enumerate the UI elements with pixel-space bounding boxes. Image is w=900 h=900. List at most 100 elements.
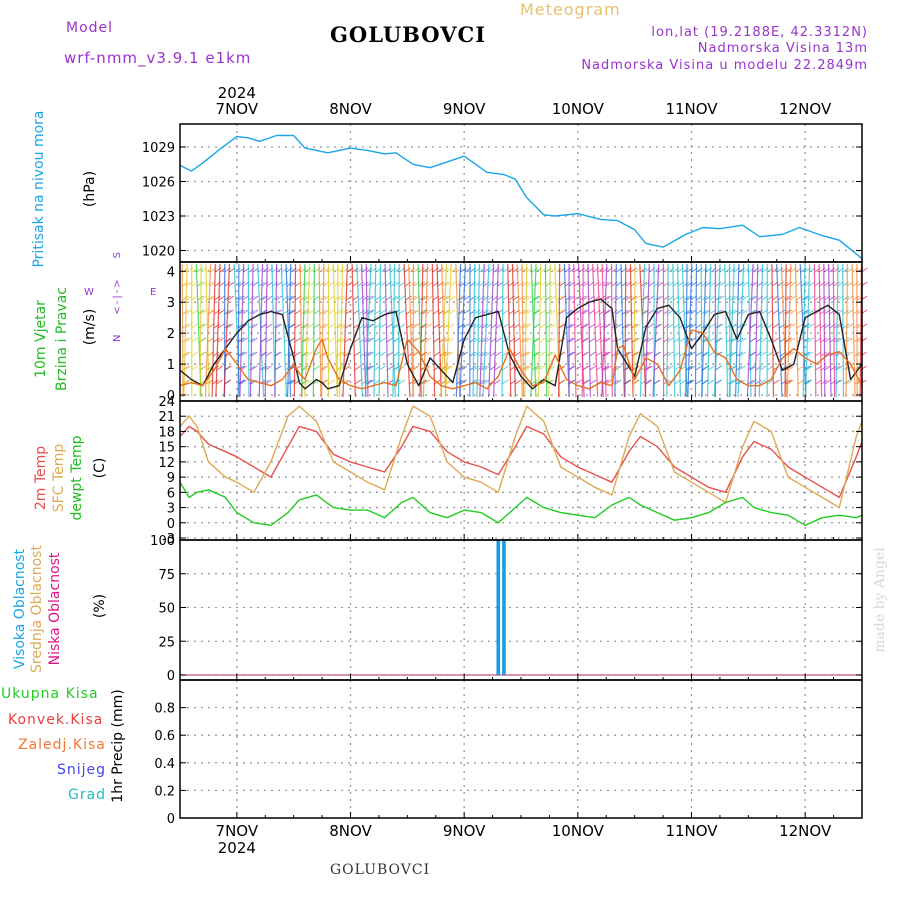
- wind-barb-flag: [805, 379, 813, 385]
- wind-barb-flag: [534, 365, 542, 371]
- panel-frame-pressure: [179, 123, 863, 263]
- wind-barb-flag: [250, 351, 258, 357]
- wind-barb-flag: [707, 379, 715, 385]
- wind-barb-flag: [751, 295, 758, 301]
- wind-barb: [249, 263, 254, 398]
- wind-barb-flag: [365, 379, 373, 385]
- wind-barb: [436, 263, 443, 398]
- wind-barb-flag: [646, 351, 653, 357]
- wind-barb: [285, 263, 292, 398]
- wind-barb-flag: [496, 309, 503, 315]
- wind-barb-flag: [274, 365, 282, 371]
- wind-barb-flag: [624, 379, 632, 385]
- wind-barb: [501, 263, 504, 398]
- wind-barb: [304, 263, 311, 398]
- wind-barb-flag: [555, 281, 563, 287]
- wind-barb-flag: [750, 323, 757, 329]
- wind-barb: [507, 263, 512, 398]
- wind-barb-flag: [808, 281, 816, 287]
- wind-barb-flag: [589, 337, 596, 343]
- wind-barb-flag: [645, 379, 653, 385]
- wind-barb-flag: [836, 351, 843, 357]
- wind-barb: [652, 263, 660, 398]
- wind-barb: [403, 263, 411, 398]
- wind-barb-flag: [394, 379, 401, 385]
- wind-barb: [724, 263, 729, 398]
- wind-barb-flag: [645, 365, 653, 371]
- wind-barb-flag: [367, 365, 374, 371]
- wind-barb-flag: [366, 309, 374, 315]
- wind-barb-flag: [333, 281, 341, 287]
- wind-barb-flag: [655, 337, 662, 343]
- wind-barb: [676, 263, 682, 398]
- wind-barb-flag: [820, 337, 827, 343]
- wind-barb-flag: [621, 281, 628, 287]
- wind-barb-flag: [354, 379, 362, 385]
- wind-barb-flag: [444, 365, 452, 371]
- wind-barb-flag: [313, 337, 321, 343]
- wind-barb-flag: [836, 365, 843, 371]
- wind-barb: [476, 263, 481, 398]
- wind-barb-flag: [421, 309, 429, 315]
- wind-barb: [700, 263, 703, 398]
- wind-barb-flag: [549, 309, 556, 315]
- wind-barb-flag: [785, 295, 793, 301]
- wind-barb-flag: [502, 323, 509, 329]
- wind-barb-flag: [224, 337, 231, 343]
- wind-barb-flag: [208, 379, 216, 385]
- page-title: GOLUBOVCI: [330, 22, 487, 47]
- wind-barb-flag: [480, 351, 488, 357]
- ytick-label-temp: 24: [158, 395, 175, 410]
- wind-barb-flag: [564, 281, 572, 287]
- wind-barb-flag: [379, 309, 387, 315]
- wind-barb-flag: [549, 323, 556, 329]
- wind-barb-flag: [284, 351, 292, 357]
- ytick-label-precip: 0.4: [154, 757, 175, 772]
- wind-barb-flag: [525, 365, 532, 371]
- wind-barb-flag: [313, 365, 320, 371]
- wind-barb-flag: [578, 267, 586, 273]
- wind-barb-flag: [819, 309, 827, 315]
- wind-barb-flag: [630, 281, 638, 287]
- wind-barb-flag: [305, 379, 312, 385]
- wind-barb-flag: [513, 337, 521, 343]
- wind-barb-flag: [457, 365, 464, 371]
- wind-barb-flag: [772, 309, 779, 315]
- wind-barb-flag: [605, 295, 612, 301]
- wind-barb-flag: [663, 351, 670, 357]
- wind-barb: [482, 263, 490, 398]
- wind-barb-flag: [196, 281, 204, 287]
- wind-barb-flag: [574, 351, 582, 357]
- wind-barb: [794, 263, 799, 398]
- wind-barb-flag: [196, 267, 204, 273]
- wind-barb-flag: [532, 295, 539, 301]
- wind-barb: [845, 263, 848, 398]
- wind-barb-flag: [367, 337, 374, 343]
- wind-barb: [799, 263, 807, 398]
- wind-barb-flag: [265, 323, 273, 329]
- wind-barb-flag: [182, 295, 189, 301]
- wind-barb-flag: [313, 309, 321, 315]
- wind-barb-flag: [228, 281, 235, 287]
- wind-barb-flag: [558, 323, 566, 329]
- wind-barb-flag: [589, 379, 597, 385]
- wind-barb-flag: [633, 337, 641, 343]
- model-label: Model: [66, 20, 114, 36]
- wind-barb-flag: [533, 309, 541, 315]
- wind-barb-flag: [656, 295, 664, 301]
- wind-barb: [455, 263, 461, 398]
- wind-barb-flag: [737, 295, 745, 301]
- wind-barb-flag: [250, 365, 258, 371]
- wind-barb-flag: [729, 281, 736, 287]
- wind-barb-flag: [634, 295, 641, 301]
- wind-barb-flag: [531, 365, 539, 371]
- wind-barb-flag: [646, 337, 654, 343]
- ytick-label-temp: 21: [158, 410, 175, 425]
- wind-barb-flag: [340, 337, 348, 343]
- wind-barb: [573, 263, 577, 398]
- wind-barb-flag: [549, 337, 556, 343]
- wind-barb-flag: [275, 295, 283, 301]
- wind-barb-flag: [469, 295, 477, 301]
- wind-barb-flag: [614, 365, 622, 371]
- wind-barb-flag: [184, 379, 191, 385]
